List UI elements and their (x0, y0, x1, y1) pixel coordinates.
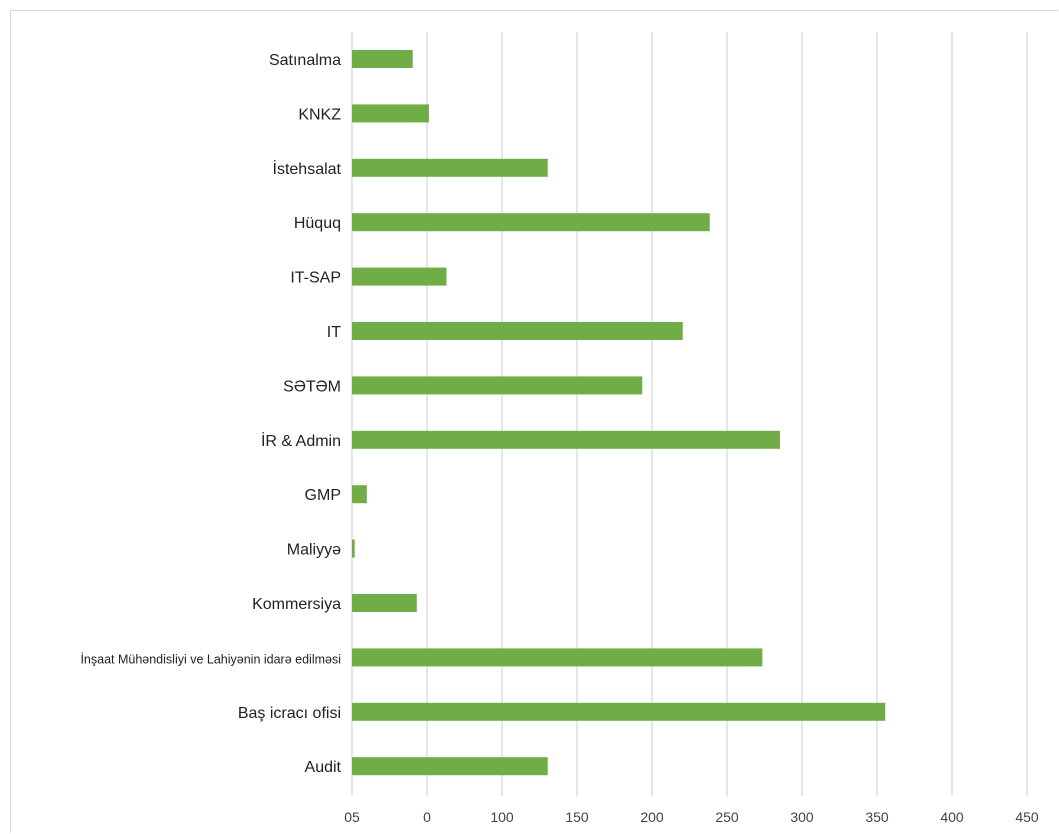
x-tick-label: 200 (640, 809, 664, 825)
x-tick-label: 250 (715, 809, 739, 825)
bar (352, 702, 886, 721)
bar (352, 485, 367, 504)
category-label: İstehsalat (273, 159, 342, 178)
bar (352, 104, 429, 123)
x-tick-label: 300 (790, 809, 814, 825)
category-label: KNKZ (298, 106, 341, 123)
category-label: Kommersiya (252, 596, 341, 613)
category-labels: Satınalma KNKZ İstehsalat Hüquq IT-SAP IT SƏTƏ… (80, 52, 341, 776)
category-label: İR & Admin (261, 431, 341, 450)
bar (352, 376, 643, 395)
bar (352, 430, 780, 449)
bar (352, 50, 413, 68)
x-tick-label: 450 (1015, 809, 1039, 825)
category-label: IT (327, 324, 341, 341)
bar (352, 539, 355, 558)
category-label: Hüquq (294, 215, 341, 232)
category-label: Satınalma (269, 52, 341, 69)
x-tick-labels: 05 0 100 150 200 250 300 350 400 450 (344, 809, 1039, 825)
category-label: SƏTƏM (283, 378, 341, 395)
bar (352, 267, 447, 286)
x-tick-label: 05 (344, 809, 360, 825)
x-tick-label: 350 (865, 809, 889, 825)
gridlines (351, 32, 1028, 796)
x-tick-label: 400 (940, 809, 964, 825)
x-tick-label: 0 (423, 809, 431, 825)
bar (352, 757, 548, 776)
bars (352, 50, 886, 776)
bar (352, 213, 710, 232)
chart-frame (10, 10, 1058, 833)
bar (352, 322, 683, 340)
bar (352, 594, 417, 612)
bar (352, 158, 548, 177)
x-tick-label: 100 (490, 809, 514, 825)
bar (352, 648, 763, 667)
category-label: Maliyyə (287, 542, 341, 559)
category-label: İnşaat Mühəndisliyi ve Lahiyənin idarə e… (80, 652, 341, 666)
category-label: Baş icracı ofisi (238, 705, 341, 722)
category-label: IT-SAP (290, 270, 341, 287)
category-label: GMP (305, 487, 341, 504)
category-label: Audit (305, 759, 342, 776)
x-tick-label: 150 (565, 809, 589, 825)
